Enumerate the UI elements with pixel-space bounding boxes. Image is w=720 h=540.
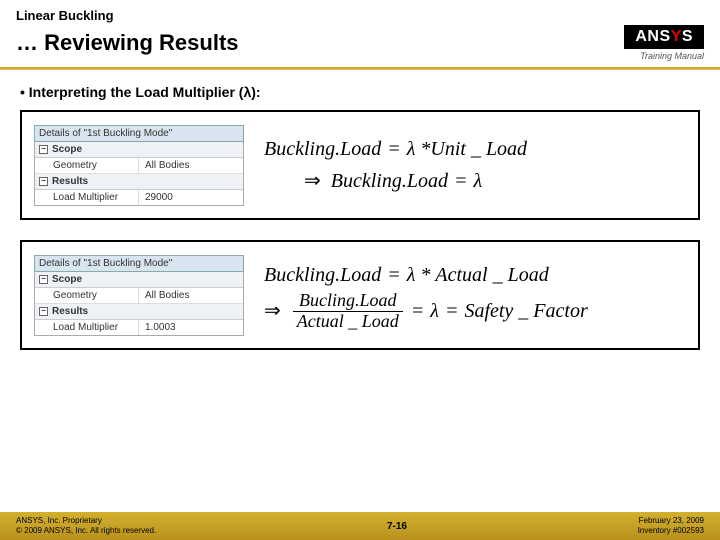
fraction: Bucling.Load Actual _ Load	[291, 291, 405, 332]
collapse-icon[interactable]: −	[39, 275, 48, 284]
scope-label: Scope	[52, 274, 82, 285]
equation-1a: Buckling.Load = λ *Unit _ Load	[264, 133, 686, 165]
equation-2a: Buckling.Load = λ * Actual _ Load	[264, 259, 686, 291]
footer-date: February 23, 2009	[638, 516, 704, 526]
geometry-key: Geometry	[35, 288, 139, 303]
equals-sign: =	[445, 295, 459, 327]
lm-key: Load Multiplier	[35, 320, 139, 335]
divider-gold	[0, 67, 720, 70]
header-topic: Linear Buckling	[0, 0, 720, 25]
results-label: Results	[52, 176, 88, 187]
geometry-row-1: Geometry All Bodies	[35, 158, 243, 174]
details-widget-2: Details of "1st Buckling Mode" − Scope G…	[34, 255, 244, 336]
lm-value: 29000	[139, 190, 243, 205]
footer-inventory: Inventory #002593	[638, 526, 704, 536]
load-multiplier-row-2: Load Multiplier 1.0003	[35, 320, 243, 335]
logo-part-2: Y	[671, 28, 682, 45]
eq2-rhs: Safety _ Factor	[464, 295, 587, 327]
results-label: Results	[52, 306, 88, 317]
geometry-key: Geometry	[35, 158, 139, 173]
details-tree-2: − Scope Geometry All Bodies − Results Lo…	[34, 272, 244, 336]
header-right: ANSYS Training Manual	[624, 25, 704, 61]
equals-sign: =	[387, 259, 401, 291]
eq1-rhs: λ *Unit _ Load	[407, 133, 527, 165]
footer-right: February 23, 2009 Inventory #002593	[638, 516, 704, 535]
equals-sign: =	[411, 295, 425, 327]
panel-actual-load: Details of "1st Buckling Mode" − Scope G…	[20, 240, 700, 350]
formula-area-1: Buckling.Load = λ *Unit _ Load ⇒ Bucklin…	[264, 133, 686, 197]
details-title-2: Details of "1st Buckling Mode"	[34, 255, 244, 272]
eq2-lhs: Buckling.Load	[331, 165, 448, 197]
footer-copyright: © 2009 ANSYS, Inc. All rights reserved.	[16, 526, 156, 536]
implies-icon: ⇒	[304, 165, 321, 197]
footer-proprietary: ANSYS, Inc. Proprietary	[16, 516, 156, 526]
scope-section-1[interactable]: − Scope	[35, 142, 243, 158]
footer-page-number: 7-16	[387, 521, 407, 532]
collapse-icon[interactable]: −	[39, 177, 48, 186]
eq1-lhs: Buckling.Load	[264, 259, 381, 291]
details-title-1: Details of "1st Buckling Mode"	[34, 125, 244, 142]
page-title: … Reviewing Results	[16, 30, 239, 56]
formula-area-2: Buckling.Load = λ * Actual _ Load ⇒ Bucl…	[264, 259, 686, 332]
equation-1b: ⇒ Buckling.Load = λ	[264, 165, 686, 197]
collapse-icon[interactable]: −	[39, 307, 48, 316]
bullet-interpreting: • Interpreting the Load Multiplier (λ):	[0, 80, 720, 110]
eq2-rhs: λ	[473, 165, 482, 197]
panel-unit-load: Details of "1st Buckling Mode" − Scope G…	[20, 110, 700, 220]
scope-section-2[interactable]: − Scope	[35, 272, 243, 288]
ansys-logo: ANSYS	[624, 25, 704, 49]
geometry-value: All Bodies	[139, 158, 243, 173]
logo-part-1: ANS	[635, 28, 670, 45]
eq2-mid: λ	[430, 295, 439, 327]
eq1-rhs: λ * Actual _ Load	[407, 259, 549, 291]
scope-label: Scope	[52, 144, 82, 155]
load-multiplier-row-1: Load Multiplier 29000	[35, 190, 243, 205]
equation-2b: ⇒ Bucling.Load Actual _ Load = λ = Safet…	[264, 291, 686, 332]
eq1-lhs: Buckling.Load	[264, 133, 381, 165]
implies-icon: ⇒	[264, 295, 281, 327]
collapse-icon[interactable]: −	[39, 145, 48, 154]
details-widget-1: Details of "1st Buckling Mode" − Scope G…	[34, 125, 244, 206]
footer-left: ANSYS, Inc. Proprietary © 2009 ANSYS, In…	[16, 516, 156, 535]
logo-part-3: S	[682, 28, 693, 45]
lm-value: 1.0003	[139, 320, 243, 335]
lm-key: Load Multiplier	[35, 190, 139, 205]
geometry-value: All Bodies	[139, 288, 243, 303]
geometry-row-2: Geometry All Bodies	[35, 288, 243, 304]
frac-denominator: Actual _ Load	[291, 312, 405, 332]
frac-numerator: Bucling.Load	[293, 291, 403, 312]
footer-bar: ANSYS, Inc. Proprietary © 2009 ANSYS, In…	[0, 512, 720, 540]
equals-sign: =	[387, 133, 401, 165]
header-bar: … Reviewing Results ANSYS Training Manua…	[0, 25, 720, 67]
results-section-2[interactable]: − Results	[35, 304, 243, 320]
equals-sign: =	[454, 165, 468, 197]
details-tree-1: − Scope Geometry All Bodies − Results Lo…	[34, 142, 244, 206]
results-section-1[interactable]: − Results	[35, 174, 243, 190]
training-manual-label: Training Manual	[640, 51, 704, 61]
